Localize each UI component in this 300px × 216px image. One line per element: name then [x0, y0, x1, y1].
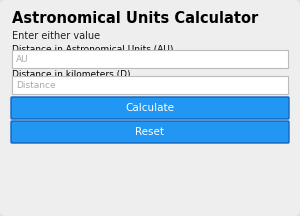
Text: Distance in Astronomical Units (AU): Distance in Astronomical Units (AU) — [12, 45, 173, 54]
FancyBboxPatch shape — [11, 97, 289, 119]
FancyBboxPatch shape — [12, 76, 288, 94]
Text: Calculate: Calculate — [125, 103, 175, 113]
Text: Astronomical Units Calculator: Astronomical Units Calculator — [12, 11, 258, 26]
Text: Enter either value: Enter either value — [12, 31, 100, 41]
Text: Distance in kilometers (D): Distance in kilometers (D) — [12, 70, 130, 79]
FancyBboxPatch shape — [11, 121, 289, 143]
FancyBboxPatch shape — [12, 50, 288, 68]
Text: Reset: Reset — [136, 127, 164, 137]
Text: AU: AU — [16, 54, 28, 64]
Text: Distance: Distance — [16, 81, 56, 89]
